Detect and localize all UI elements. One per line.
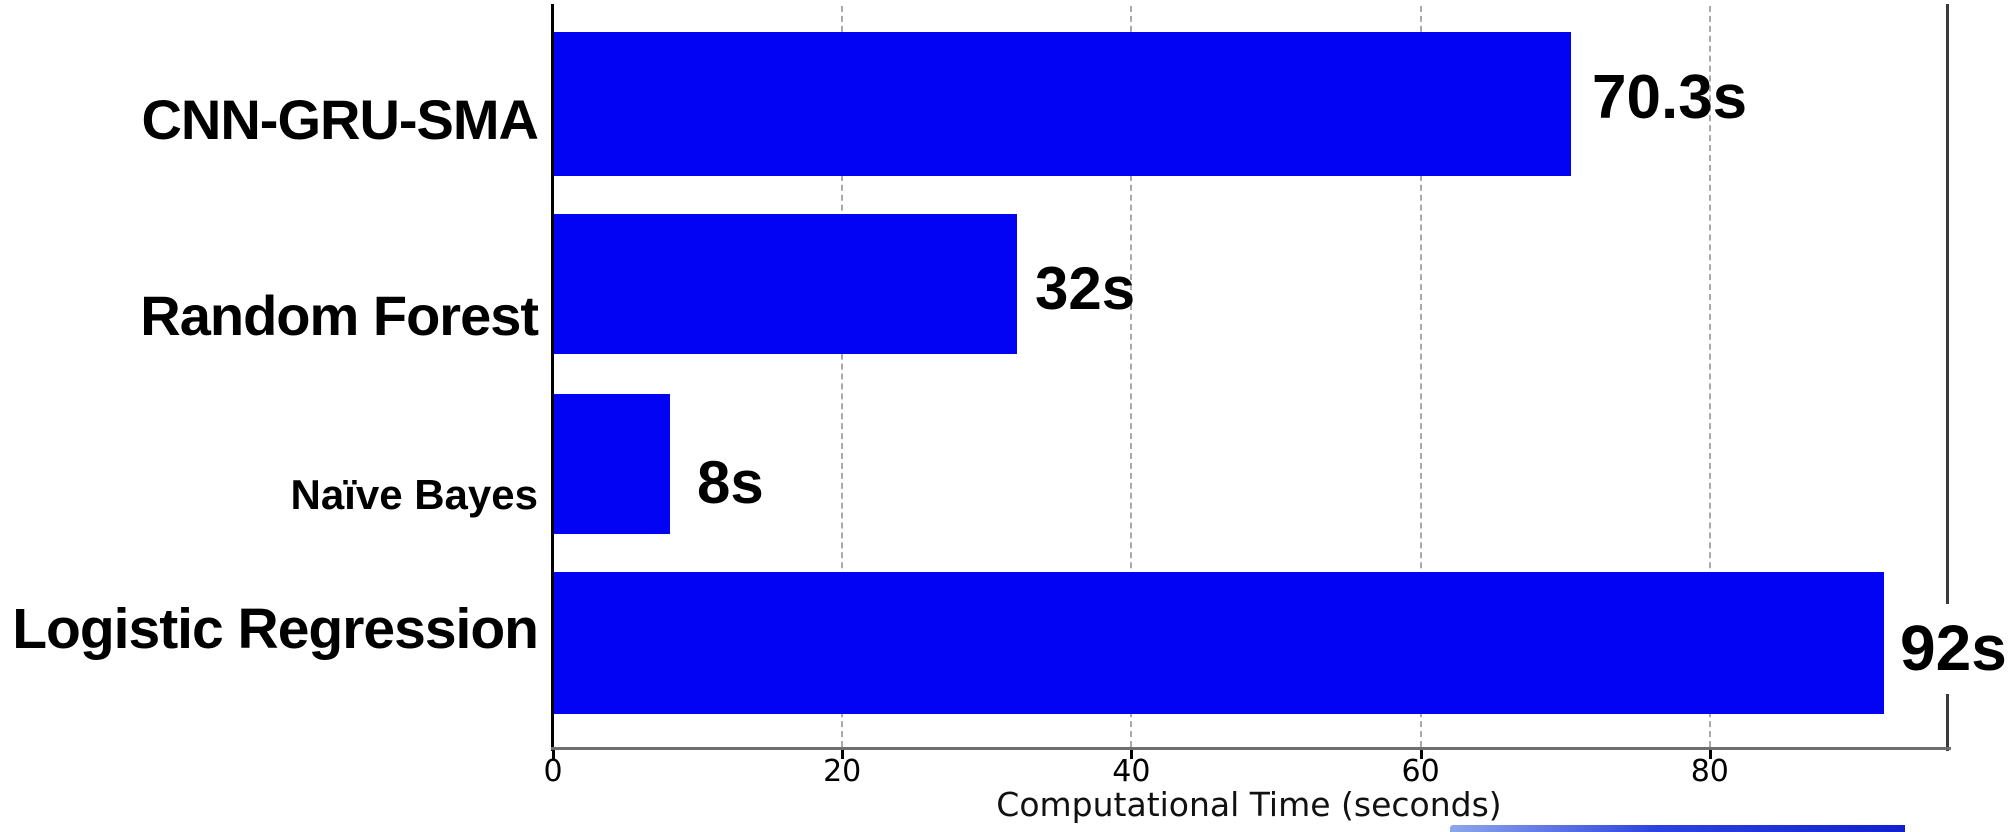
gridline-60 <box>1419 6 1422 747</box>
x-tick-label-80: 80 <box>1690 754 1729 789</box>
gridline-20 <box>841 6 844 747</box>
gridline-80 <box>1708 6 1711 747</box>
category-label-naive-bayes: Naïve Bayes <box>290 471 538 518</box>
value-label-random-forest: 32s <box>1035 255 1136 322</box>
x-tick-20 <box>841 750 845 759</box>
right-spine <box>1946 4 1949 751</box>
bar-cnn-gru-sma <box>554 32 1571 176</box>
x-tick-60 <box>1419 750 1423 759</box>
x-axis-spine <box>551 747 1951 750</box>
x-tick-0 <box>552 750 555 759</box>
bar-naive-bayes <box>554 394 670 534</box>
x-tick-label-20: 20 <box>823 754 862 789</box>
value-label-logistic-regression: 92s <box>1894 604 2008 694</box>
category-label-logistic-regression: Logistic Regression <box>12 597 539 661</box>
x-tick-80 <box>1708 750 1712 759</box>
y-axis-spine <box>551 4 554 751</box>
x-axis-title: Computational Time (seconds) <box>996 785 1502 824</box>
value-label-naive-bayes: 8s <box>697 449 764 516</box>
x-tick-label-40: 40 <box>1112 754 1151 789</box>
category-label-random-forest: Random Forest <box>140 283 539 347</box>
gridline-40 <box>1130 6 1133 747</box>
x-tick-40 <box>1130 750 1134 759</box>
category-label-cnn-gru-sma: CNN-GRU-SMA <box>141 87 539 151</box>
bar-random-forest <box>554 214 1017 354</box>
value-label-cnn-gru-sma: 70.3s <box>1592 63 1748 132</box>
x-tick-label-0: 0 <box>543 754 563 789</box>
cropped-blue-bar-decoration <box>1450 825 1905 832</box>
bar-logistic-regression <box>554 572 1884 714</box>
x-tick-label-60: 60 <box>1401 754 1440 789</box>
